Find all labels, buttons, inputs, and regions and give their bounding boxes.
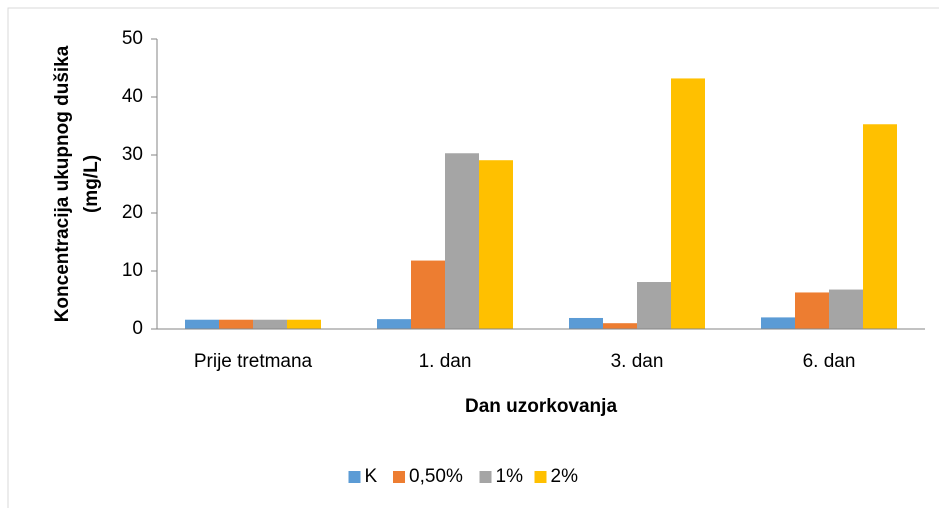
y-tick-label: 0	[132, 318, 143, 339]
x-tick-label: 3. dan	[611, 351, 664, 372]
bar	[445, 153, 479, 329]
bar	[219, 319, 253, 329]
bar	[569, 317, 603, 329]
x-tick-label: 1. dan	[419, 351, 472, 372]
bar	[795, 292, 829, 329]
y-axis-title: Koncentracija ukupnog dušika	[52, 45, 73, 322]
bar	[253, 319, 287, 329]
bar	[603, 323, 637, 329]
legend-swatch	[534, 471, 547, 483]
bar	[287, 319, 321, 329]
legend-swatch	[479, 471, 492, 483]
legend-label: K	[365, 466, 378, 487]
bar	[185, 319, 219, 329]
bar	[377, 319, 411, 329]
legend-swatch	[393, 471, 405, 483]
x-tick-label: 6. dan	[803, 351, 856, 372]
legend-label: 0,50%	[409, 466, 463, 487]
bar	[761, 317, 795, 329]
y-axis-title: (mg/L)	[81, 155, 102, 213]
x-axis-title: Dan uzorkovanja	[465, 396, 617, 417]
y-tick-label: 40	[122, 86, 143, 107]
bar	[479, 160, 513, 329]
bar	[637, 282, 671, 329]
y-tick-label: 10	[122, 260, 143, 281]
legend-swatch	[348, 471, 361, 483]
bar	[411, 260, 445, 329]
bar	[671, 78, 705, 329]
x-tick-label: Prije tretmana	[194, 351, 313, 372]
legend-label: 2%	[551, 466, 579, 487]
y-tick-label: 30	[122, 144, 143, 165]
bar	[829, 289, 863, 329]
y-tick-label: 20	[122, 202, 143, 223]
legend-label: 1%	[496, 466, 524, 487]
chart-frame	[7, 7, 939, 508]
bar	[863, 124, 897, 329]
y-tick-label: 50	[122, 28, 143, 49]
